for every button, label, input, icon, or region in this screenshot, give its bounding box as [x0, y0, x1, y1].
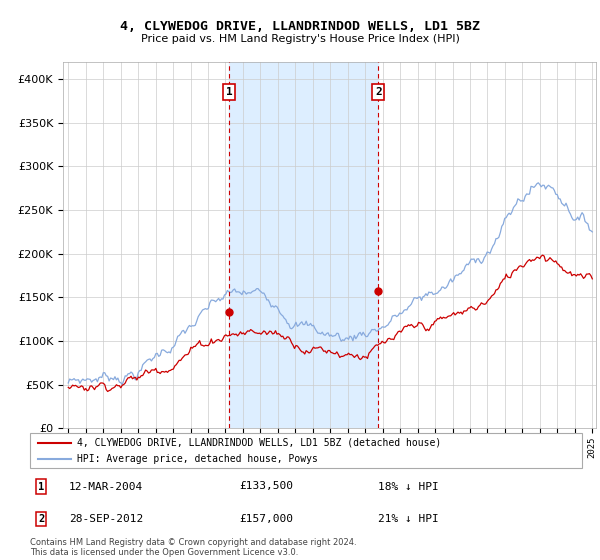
Text: 2: 2	[375, 87, 382, 97]
FancyBboxPatch shape	[30, 433, 582, 468]
Text: £133,500: £133,500	[240, 482, 294, 492]
Text: 28-SEP-2012: 28-SEP-2012	[68, 514, 143, 524]
Text: Contains HM Land Registry data © Crown copyright and database right 2024.
This d: Contains HM Land Registry data © Crown c…	[30, 538, 356, 557]
Text: 2: 2	[38, 514, 44, 524]
Text: £157,000: £157,000	[240, 514, 294, 524]
Text: 12-MAR-2004: 12-MAR-2004	[68, 482, 143, 492]
Text: Price paid vs. HM Land Registry's House Price Index (HPI): Price paid vs. HM Land Registry's House …	[140, 34, 460, 44]
Bar	[229, 62, 379, 428]
Text: HPI: Average price, detached house, Powys: HPI: Average price, detached house, Powy…	[77, 454, 318, 464]
Text: 4, CLYWEDOG DRIVE, LLANDRINDOD WELLS, LD1 5BZ (detached house): 4, CLYWEDOG DRIVE, LLANDRINDOD WELLS, LD…	[77, 437, 441, 447]
Text: 4, CLYWEDOG DRIVE, LLANDRINDOD WELLS, LD1 5BZ: 4, CLYWEDOG DRIVE, LLANDRINDOD WELLS, LD…	[120, 20, 480, 32]
Text: 21% ↓ HPI: 21% ↓ HPI	[378, 514, 439, 524]
Text: 1: 1	[226, 87, 232, 97]
Text: 18% ↓ HPI: 18% ↓ HPI	[378, 482, 439, 492]
Text: 1: 1	[38, 482, 44, 492]
